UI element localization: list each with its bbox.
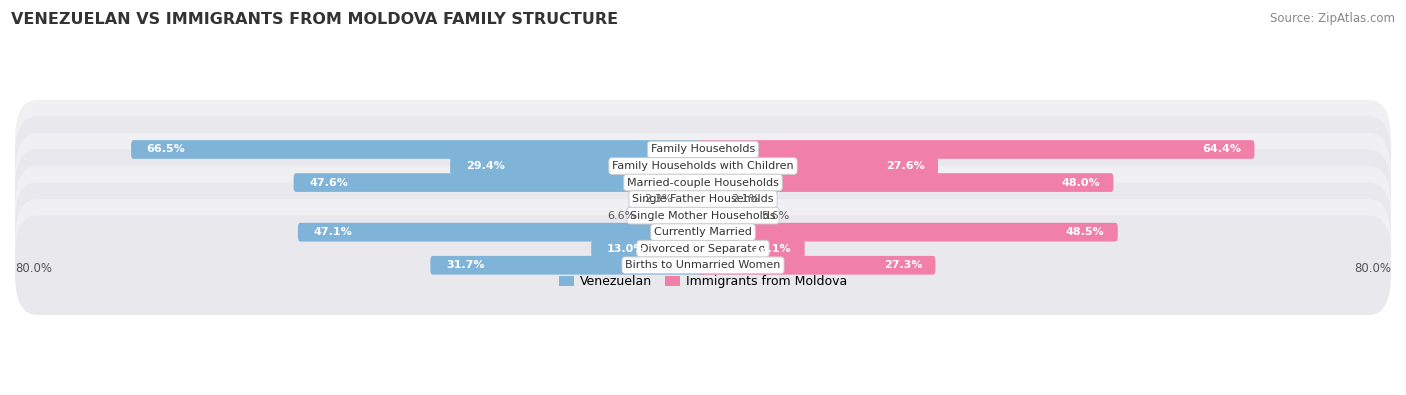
Text: 48.5%: 48.5%	[1066, 227, 1105, 237]
FancyBboxPatch shape	[591, 239, 706, 258]
Text: 31.7%: 31.7%	[446, 260, 484, 270]
FancyBboxPatch shape	[699, 206, 749, 225]
Text: 48.0%: 48.0%	[1062, 178, 1101, 188]
Text: 13.0%: 13.0%	[606, 244, 645, 254]
Text: 29.4%: 29.4%	[465, 161, 505, 171]
FancyBboxPatch shape	[699, 190, 718, 209]
FancyBboxPatch shape	[699, 157, 938, 175]
FancyBboxPatch shape	[298, 223, 706, 241]
Text: 6.6%: 6.6%	[607, 211, 636, 221]
Text: 2.1%: 2.1%	[731, 194, 759, 204]
Text: 5.6%: 5.6%	[762, 211, 790, 221]
FancyBboxPatch shape	[647, 206, 706, 225]
Text: 80.0%: 80.0%	[1354, 262, 1391, 275]
FancyBboxPatch shape	[699, 256, 935, 275]
Text: 12.1%: 12.1%	[754, 244, 792, 254]
FancyBboxPatch shape	[430, 256, 706, 275]
Text: Married-couple Households: Married-couple Households	[627, 178, 779, 188]
Text: 27.6%: 27.6%	[886, 161, 925, 171]
FancyBboxPatch shape	[15, 117, 1391, 216]
Text: Single Mother Households: Single Mother Households	[630, 211, 776, 221]
Text: 80.0%: 80.0%	[15, 262, 52, 275]
Text: 2.3%: 2.3%	[644, 194, 673, 204]
FancyBboxPatch shape	[15, 133, 1391, 232]
FancyBboxPatch shape	[15, 182, 1391, 282]
FancyBboxPatch shape	[15, 100, 1391, 199]
Text: Divorced or Separated: Divorced or Separated	[640, 244, 766, 254]
Text: Births to Unmarried Women: Births to Unmarried Women	[626, 260, 780, 270]
Text: Family Households: Family Households	[651, 145, 755, 154]
Legend: Venezuelan, Immigrants from Moldova: Venezuelan, Immigrants from Moldova	[554, 270, 852, 293]
FancyBboxPatch shape	[15, 216, 1391, 315]
Text: 47.1%: 47.1%	[314, 227, 352, 237]
Text: 27.3%: 27.3%	[884, 260, 922, 270]
FancyBboxPatch shape	[15, 166, 1391, 265]
FancyBboxPatch shape	[699, 223, 1118, 241]
Text: Currently Married: Currently Married	[654, 227, 752, 237]
FancyBboxPatch shape	[699, 239, 804, 258]
Text: Source: ZipAtlas.com: Source: ZipAtlas.com	[1270, 12, 1395, 25]
Text: 47.6%: 47.6%	[309, 178, 349, 188]
Text: 66.5%: 66.5%	[146, 145, 186, 154]
FancyBboxPatch shape	[15, 199, 1391, 298]
Text: Family Households with Children: Family Households with Children	[612, 161, 794, 171]
FancyBboxPatch shape	[699, 140, 1254, 159]
FancyBboxPatch shape	[683, 190, 706, 209]
Text: VENEZUELAN VS IMMIGRANTS FROM MOLDOVA FAMILY STRUCTURE: VENEZUELAN VS IMMIGRANTS FROM MOLDOVA FA…	[11, 12, 619, 27]
FancyBboxPatch shape	[131, 140, 706, 159]
FancyBboxPatch shape	[294, 173, 706, 192]
FancyBboxPatch shape	[450, 157, 706, 175]
FancyBboxPatch shape	[15, 149, 1391, 249]
Text: Single Father Households: Single Father Households	[633, 194, 773, 204]
FancyBboxPatch shape	[699, 173, 1114, 192]
Text: 64.4%: 64.4%	[1202, 145, 1241, 154]
